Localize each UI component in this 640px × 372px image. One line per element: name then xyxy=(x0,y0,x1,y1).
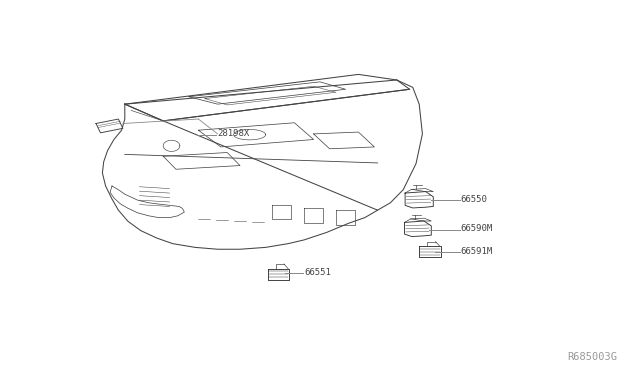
Text: 28198X: 28198X xyxy=(218,129,250,138)
Text: 66551: 66551 xyxy=(304,268,331,277)
Text: 66591M: 66591M xyxy=(461,247,493,256)
Text: R685003G: R685003G xyxy=(568,352,618,362)
Text: 66550: 66550 xyxy=(461,195,488,203)
Text: 66590M: 66590M xyxy=(461,224,493,233)
